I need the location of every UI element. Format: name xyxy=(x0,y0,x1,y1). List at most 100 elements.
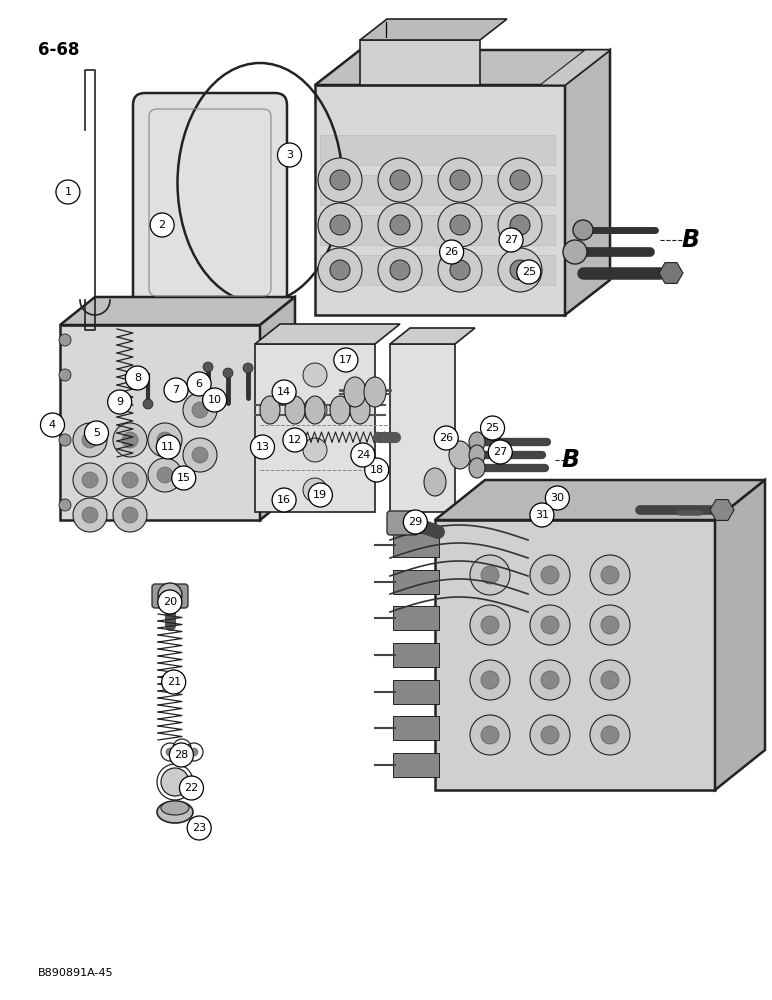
Circle shape xyxy=(530,605,570,645)
Circle shape xyxy=(481,726,499,744)
Circle shape xyxy=(73,463,107,497)
Circle shape xyxy=(59,369,71,381)
Polygon shape xyxy=(435,480,765,520)
Circle shape xyxy=(56,180,80,204)
Text: 19: 19 xyxy=(313,490,327,500)
FancyBboxPatch shape xyxy=(320,255,555,285)
Circle shape xyxy=(303,438,327,462)
Text: 14: 14 xyxy=(277,387,291,397)
Text: 25: 25 xyxy=(522,267,536,277)
Circle shape xyxy=(157,467,173,483)
Text: 4: 4 xyxy=(49,420,56,430)
Circle shape xyxy=(350,443,375,467)
Text: 22: 22 xyxy=(185,783,198,793)
Circle shape xyxy=(573,220,593,240)
FancyBboxPatch shape xyxy=(393,643,439,667)
Circle shape xyxy=(318,248,362,292)
Text: 8: 8 xyxy=(134,373,141,383)
Circle shape xyxy=(530,660,570,700)
Ellipse shape xyxy=(469,458,485,478)
Circle shape xyxy=(498,203,542,247)
FancyBboxPatch shape xyxy=(320,135,555,165)
Polygon shape xyxy=(710,500,734,520)
Polygon shape xyxy=(60,297,295,325)
Circle shape xyxy=(203,362,213,372)
Polygon shape xyxy=(390,344,455,512)
Circle shape xyxy=(563,240,587,264)
Circle shape xyxy=(470,555,510,595)
Circle shape xyxy=(330,215,350,235)
Circle shape xyxy=(438,248,482,292)
Circle shape xyxy=(438,203,482,247)
FancyBboxPatch shape xyxy=(393,606,439,630)
Text: 6: 6 xyxy=(195,379,203,389)
Circle shape xyxy=(318,158,362,202)
Circle shape xyxy=(59,434,71,446)
Circle shape xyxy=(183,438,217,472)
Circle shape xyxy=(303,478,327,502)
Polygon shape xyxy=(315,85,565,315)
Circle shape xyxy=(161,768,189,796)
Circle shape xyxy=(378,158,422,202)
Ellipse shape xyxy=(424,468,446,496)
Circle shape xyxy=(364,458,389,482)
Circle shape xyxy=(330,170,350,190)
Circle shape xyxy=(470,660,510,700)
Circle shape xyxy=(107,390,132,414)
Circle shape xyxy=(390,170,410,190)
Text: 10: 10 xyxy=(208,395,222,405)
Circle shape xyxy=(169,743,194,767)
Circle shape xyxy=(161,670,186,694)
Circle shape xyxy=(481,616,499,634)
Circle shape xyxy=(516,260,541,284)
Circle shape xyxy=(40,413,65,437)
Circle shape xyxy=(470,605,510,645)
Circle shape xyxy=(434,426,459,450)
Circle shape xyxy=(530,503,554,527)
Circle shape xyxy=(272,488,296,512)
Polygon shape xyxy=(360,40,480,85)
Circle shape xyxy=(378,248,422,292)
Text: 11: 11 xyxy=(161,442,175,452)
Circle shape xyxy=(403,510,428,534)
Circle shape xyxy=(156,435,181,459)
Text: |: | xyxy=(384,22,388,38)
Ellipse shape xyxy=(364,377,386,407)
FancyBboxPatch shape xyxy=(152,584,188,608)
Text: 24: 24 xyxy=(356,450,370,460)
FancyBboxPatch shape xyxy=(393,533,439,557)
Text: 26: 26 xyxy=(445,247,459,257)
Circle shape xyxy=(158,583,182,607)
Circle shape xyxy=(192,447,208,463)
Circle shape xyxy=(601,566,619,584)
Ellipse shape xyxy=(260,396,280,424)
Text: 18: 18 xyxy=(370,465,384,475)
Circle shape xyxy=(192,402,208,418)
Circle shape xyxy=(59,499,71,511)
Text: 6-68: 6-68 xyxy=(38,41,80,59)
Text: 7: 7 xyxy=(172,385,180,395)
Circle shape xyxy=(530,555,570,595)
Circle shape xyxy=(148,458,182,492)
Circle shape xyxy=(590,555,630,595)
Circle shape xyxy=(545,486,570,510)
Circle shape xyxy=(122,472,138,488)
Ellipse shape xyxy=(469,445,485,465)
Text: 16: 16 xyxy=(277,495,291,505)
Text: B: B xyxy=(561,448,579,472)
Circle shape xyxy=(601,616,619,634)
Circle shape xyxy=(530,715,570,755)
Circle shape xyxy=(498,248,542,292)
Ellipse shape xyxy=(157,801,193,823)
Ellipse shape xyxy=(469,432,485,452)
Text: 1: 1 xyxy=(64,187,72,197)
Circle shape xyxy=(190,748,198,756)
Circle shape xyxy=(113,463,147,497)
FancyBboxPatch shape xyxy=(133,93,287,312)
Text: 27: 27 xyxy=(504,235,518,245)
Circle shape xyxy=(283,428,307,452)
Circle shape xyxy=(148,423,182,457)
Circle shape xyxy=(272,380,296,404)
Polygon shape xyxy=(360,19,507,40)
Text: B: B xyxy=(681,228,699,252)
